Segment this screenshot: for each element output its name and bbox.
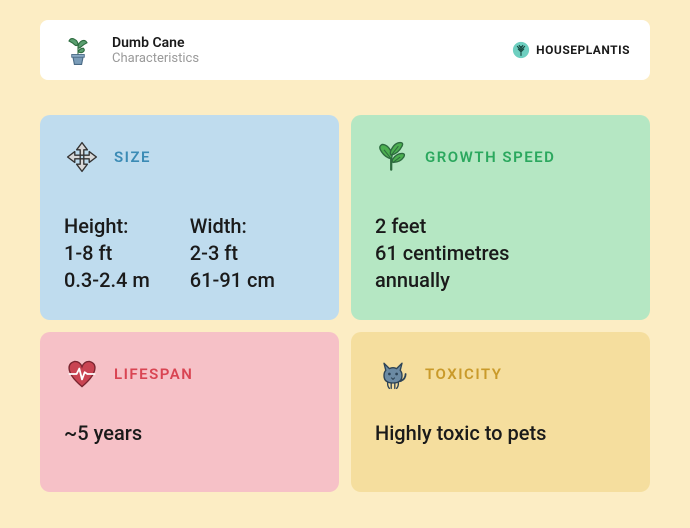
arrows-icon (64, 139, 100, 175)
toxicity-title: TOXICITY (425, 365, 502, 383)
growth-card: GROWTH SPEED 2 feet 61 centimetres annua… (351, 115, 650, 320)
card-header: SIZE (64, 139, 315, 175)
header-left: Dumb Cane Characteristics (60, 32, 199, 68)
lifespan-card: LIFESPAN ~5 years (40, 332, 339, 492)
height-col: Height: 1-8 ft 0.3-2.4 m (64, 213, 150, 294)
logo-plant-icon (512, 41, 530, 59)
height-m: 0.3-2.4 m (64, 267, 150, 294)
width-col: Width: 2-3 ft 61-91 cm (190, 213, 275, 294)
header-text: Dumb Cane Characteristics (112, 35, 199, 66)
width-ft: 2-3 ft (190, 240, 275, 267)
card-header: GROWTH SPEED (375, 139, 626, 175)
card-header: TOXICITY (375, 356, 626, 392)
toxicity-card: TOXICITY Highly toxic to pets (351, 332, 650, 492)
logo-text: HOUSEPLANTIS (536, 43, 630, 57)
growth-line2: 61 centimetres (375, 240, 626, 267)
lifespan-title: LIFESPAN (114, 365, 193, 383)
card-header: LIFESPAN (64, 356, 315, 392)
height-ft: 1-8 ft (64, 240, 150, 267)
lifespan-content: ~5 years (64, 420, 315, 447)
height-label: Height: (64, 213, 150, 240)
logo: HOUSEPLANTIS (512, 41, 630, 59)
cat-icon (375, 356, 411, 392)
header-bar: Dumb Cane Characteristics HOUSEPLANTIS (40, 20, 650, 80)
lifespan-value: ~5 years (64, 420, 315, 447)
toxicity-content: Highly toxic to pets (375, 420, 626, 447)
leaves-icon (375, 139, 411, 175)
size-content: Height: 1-8 ft 0.3-2.4 m Width: 2-3 ft 6… (64, 213, 315, 294)
width-label: Width: (190, 213, 275, 240)
size-card: SIZE Height: 1-8 ft 0.3-2.4 m Width: 2-3… (40, 115, 339, 320)
toxicity-value: Highly toxic to pets (375, 420, 626, 447)
size-title: SIZE (114, 148, 151, 166)
growth-line3: annually (375, 267, 626, 294)
heart-pulse-icon (64, 356, 100, 392)
plant-pot-icon (60, 32, 96, 68)
growth-title: GROWTH SPEED (425, 148, 555, 166)
growth-content: 2 feet 61 centimetres annually (375, 213, 626, 294)
plant-name: Dumb Cane (112, 35, 199, 51)
growth-line1: 2 feet (375, 213, 626, 240)
width-cm: 61-91 cm (190, 267, 275, 294)
cards-grid: SIZE Height: 1-8 ft 0.3-2.4 m Width: 2-3… (40, 115, 650, 492)
subtitle: Characteristics (112, 51, 199, 66)
